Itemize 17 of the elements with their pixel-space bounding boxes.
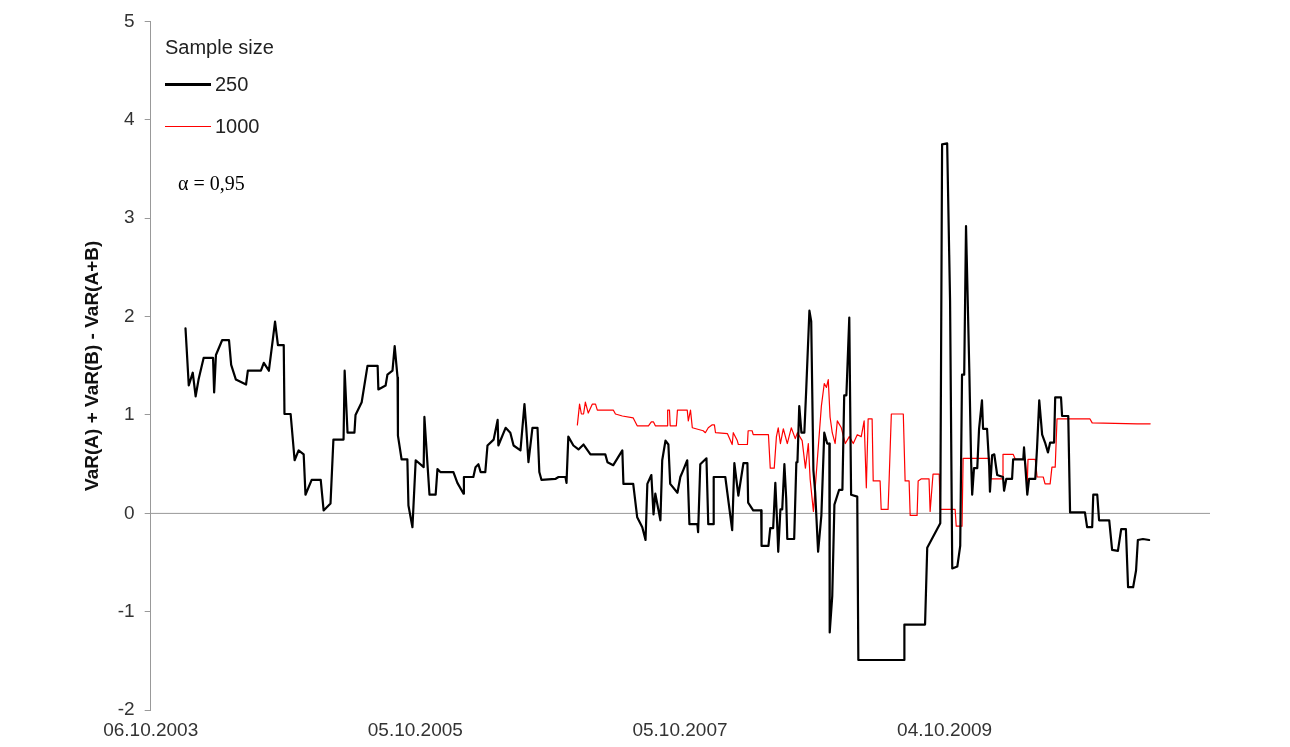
y-tick-label: 4 bbox=[124, 108, 136, 130]
y-tick-label: -1 bbox=[117, 600, 135, 622]
y-axis-title: VaR(A) + VaR(B) - VaR(A+B) bbox=[80, 240, 102, 491]
x-tick-label: 05.10.2007 bbox=[632, 718, 728, 740]
legend-title: Sample size bbox=[165, 36, 274, 59]
y-tick-label: 0 bbox=[124, 501, 135, 523]
x-tick-label: 05.10.2005 bbox=[367, 718, 463, 740]
y-tick-label: -2 bbox=[117, 698, 135, 720]
y-tick-label: 2 bbox=[124, 304, 135, 326]
legend-label: 1000 bbox=[215, 114, 260, 138]
y-tick-label: 1 bbox=[124, 403, 135, 425]
x-tick-label: 04.10.2009 bbox=[897, 718, 993, 740]
x-tick-label: 06.10.2003 bbox=[103, 718, 199, 740]
y-tick-label: 3 bbox=[124, 206, 135, 228]
annotation: α = 0,95 bbox=[178, 172, 245, 195]
y-tick-label: 5 bbox=[124, 9, 135, 31]
legend-label: 250 bbox=[215, 72, 249, 96]
